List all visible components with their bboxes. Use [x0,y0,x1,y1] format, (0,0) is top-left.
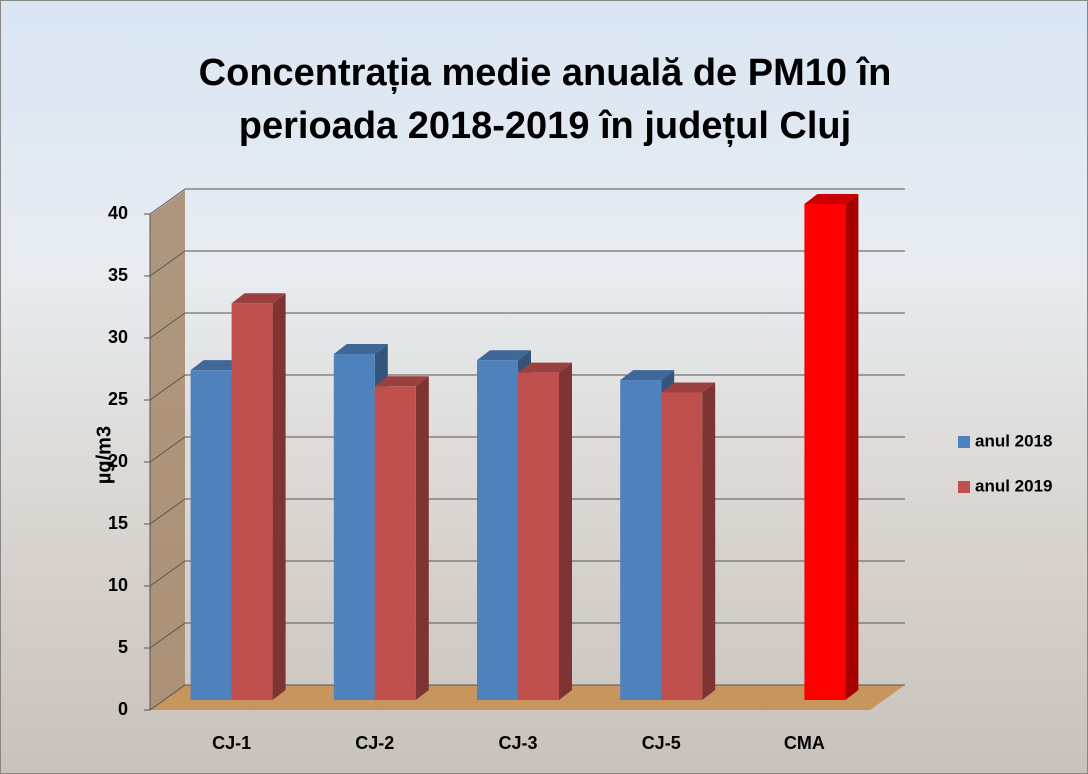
x-tick-label: CJ-3 [498,733,537,753]
y-tick-label: 10 [108,575,128,595]
bar-side [273,293,286,700]
bar [804,204,845,700]
legend-label: anul 2019 [975,476,1053,495]
bar-side [416,376,429,700]
bar [232,303,273,700]
y-tick-label: 15 [108,513,128,533]
bar-side [559,363,572,700]
bar [518,373,559,700]
bar-side [845,194,858,700]
y-tick-label: 5 [118,637,128,657]
y-tick-label: 20 [108,451,128,471]
bar [477,360,518,700]
legend-swatch [958,481,970,493]
x-tick-label: CMA [784,733,825,753]
y-tick-label: 35 [108,265,128,285]
y-tick-label: 40 [108,203,128,223]
bar [661,392,702,700]
bar [334,354,375,700]
legend-swatch [958,436,970,448]
bar [191,370,232,700]
legend-label: anul 2018 [975,431,1053,450]
y-tick-label: 0 [118,699,128,719]
x-tick-label: CJ-5 [642,733,681,753]
x-tick-label: CJ-2 [355,733,394,753]
y-tick-label: 25 [108,389,128,409]
bar [620,380,661,700]
bar-side [702,382,715,700]
x-tick-label: CJ-1 [212,733,251,753]
chart: Concentrația medie anuală de PM10 înperi… [0,0,1088,774]
bar [375,386,416,700]
y-tick-label: 30 [108,327,128,347]
